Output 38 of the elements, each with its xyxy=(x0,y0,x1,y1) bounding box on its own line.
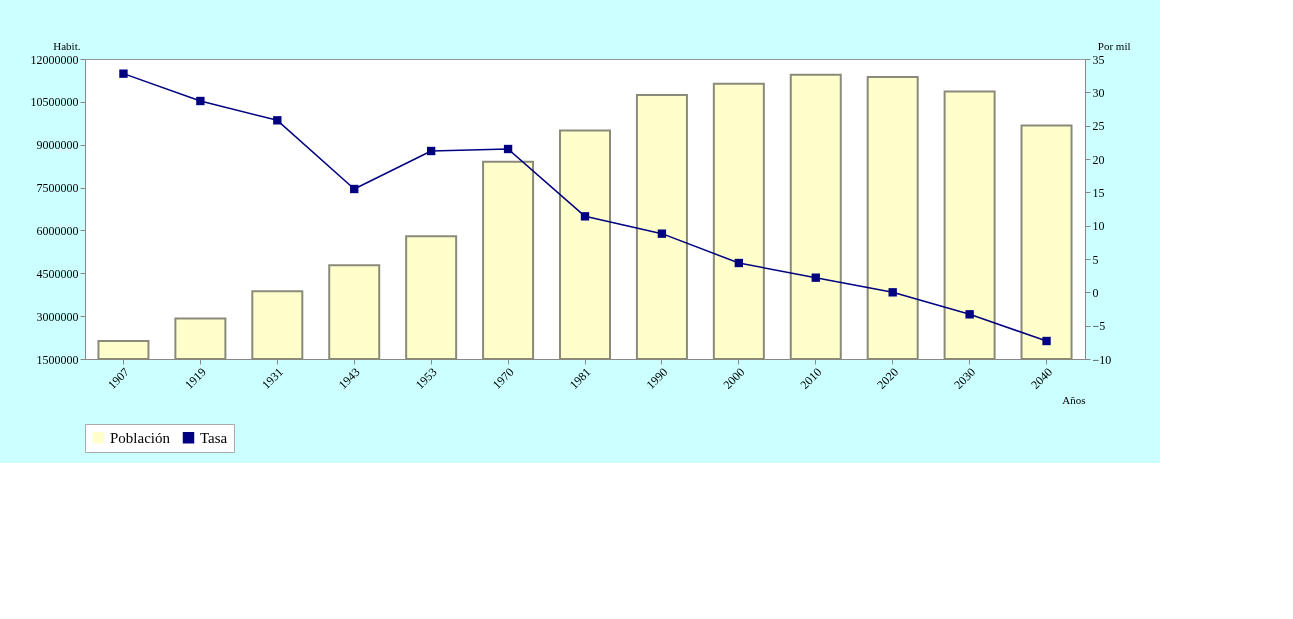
y-tick-label: 3000000 xyxy=(36,309,79,324)
point xyxy=(580,212,590,221)
point xyxy=(273,116,282,125)
y-tick-label: 10500000 xyxy=(30,95,79,110)
y2-tick-label: 0 xyxy=(1092,285,1099,300)
point xyxy=(350,184,359,194)
point xyxy=(811,273,820,282)
y-tick-label: 9000000 xyxy=(36,138,79,153)
y2-tick-label: 15 xyxy=(1092,185,1105,200)
point xyxy=(119,69,128,78)
point xyxy=(426,146,436,156)
y2-tick-label: 25 xyxy=(1092,119,1105,134)
y2-tick-label: 20 xyxy=(1092,152,1105,167)
y-tick-label: 7500000 xyxy=(36,181,79,196)
y-tick-label: 12000000 xyxy=(30,52,79,67)
point xyxy=(734,258,744,268)
point xyxy=(1042,336,1051,346)
x-tick-label: 1931 xyxy=(258,365,286,392)
y-tick-label: 6000000 xyxy=(36,223,79,238)
point xyxy=(503,144,513,154)
point xyxy=(657,229,667,238)
y2-tick-label: 30 xyxy=(1092,85,1105,100)
y-tick-label: 4500000 xyxy=(36,266,79,281)
y2-tick-label: −10 xyxy=(1092,352,1112,367)
y-axis-title: Habit. xyxy=(53,39,81,52)
legend-label: Tasa xyxy=(200,429,228,446)
y2-tick-label: 35 xyxy=(1092,52,1105,67)
y2-tick-label: −5 xyxy=(1092,319,1106,334)
y2-tick-label: 5 xyxy=(1092,252,1099,267)
point xyxy=(888,288,897,297)
legend-label: Población xyxy=(110,429,171,446)
y2-tick-label: 10 xyxy=(1092,219,1105,234)
point xyxy=(196,96,205,106)
point xyxy=(965,310,974,319)
y-tick-label: 1500000 xyxy=(36,352,79,367)
x-axis-title: Años xyxy=(1062,394,1086,407)
y2-axis-title: Por mil xyxy=(1097,39,1131,52)
x-tick-label: 1981 xyxy=(566,365,594,392)
